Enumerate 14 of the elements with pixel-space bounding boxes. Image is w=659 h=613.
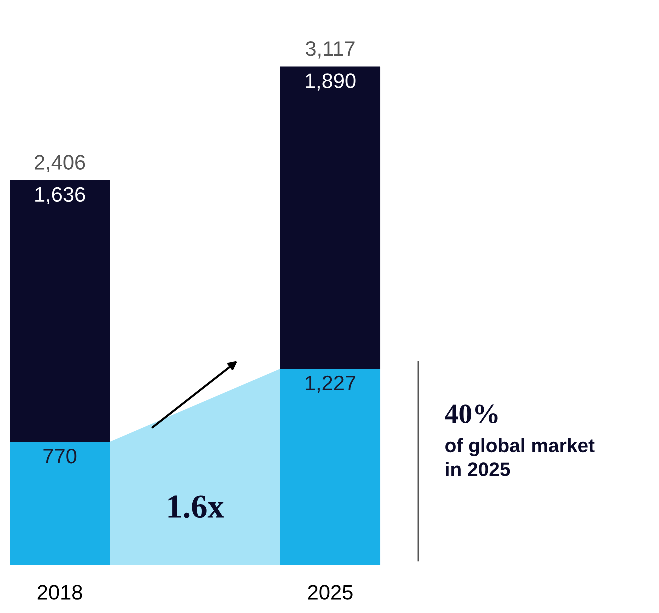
data-label: 1,636: [36, 187, 86, 205]
x-tick-label: 2025: [308, 585, 353, 600]
bar: [280, 66, 381, 369]
bar: [10, 180, 110, 442]
bar: [10, 442, 110, 566]
total-label: 3,117: [306, 41, 355, 59]
data-label: 1,227: [306, 376, 356, 394]
data-label: 770: [44, 448, 77, 464]
data-label: 1,890: [306, 74, 356, 91]
annotation: 40%: [445, 404, 498, 424]
total-label: 2,406: [35, 155, 86, 172]
x-tick-label: 2018: [38, 585, 82, 600]
annotation: 1.6x: [168, 496, 224, 518]
annotation: of global market in 2025: [446, 438, 595, 476]
